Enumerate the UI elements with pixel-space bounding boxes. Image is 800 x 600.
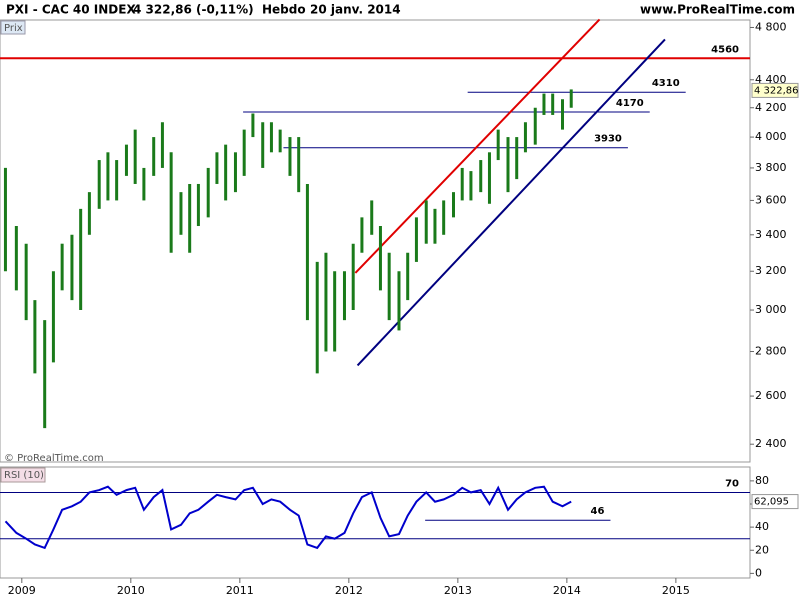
last-value-label: 62,095 — [754, 497, 789, 508]
rsi-panel — [0, 466, 751, 579]
x-tick-label: 2010 — [117, 584, 145, 597]
rsi-label: RSI (10) — [4, 470, 44, 481]
price-label-box — [0, 20, 26, 35]
x-tick-label: 2012 — [335, 584, 363, 597]
x-tick-label: 2009 — [8, 584, 36, 597]
level-label: 3930 — [594, 134, 622, 145]
site: www.ProRealTime.com — [640, 3, 795, 17]
trendline — [354, 18, 601, 274]
y-tick-label: 3 000 — [755, 303, 787, 316]
y-tick-label: 3 800 — [755, 161, 787, 174]
price-label: Prix — [4, 23, 23, 34]
x-tick-label: 2014 — [553, 584, 581, 597]
level-label: 4560 — [711, 44, 739, 55]
last-value-tag — [751, 82, 799, 98]
y-tick-label: 4 800 — [755, 20, 787, 33]
level-label: 46 — [591, 506, 605, 517]
rsi-line — [4, 485, 572, 550]
last-value-tag — [751, 494, 799, 510]
x-tick-label: 2015 — [662, 584, 690, 597]
level-label: 4170 — [616, 98, 644, 109]
level-label: 4310 — [652, 78, 680, 89]
x-tick-label: 2011 — [226, 584, 254, 597]
y-tick-label: 3 200 — [755, 264, 787, 277]
y-tick-label: 2 600 — [755, 389, 787, 402]
trendline — [356, 38, 666, 367]
y-tick-label: 4 200 — [755, 101, 787, 114]
price-panel — [0, 19, 751, 463]
date: 20 janv. 2014 — [310, 3, 401, 17]
y-tick-label: 4 400 — [755, 73, 787, 86]
y-tick-label: 3 600 — [755, 193, 787, 206]
last-quote: 4 322,86 (-0,11%) — [133, 3, 254, 17]
rsi-label-box — [0, 467, 46, 483]
level-label: 70 — [725, 478, 739, 489]
y-tick-label: 80 — [755, 474, 769, 487]
y-tick-label: 3 400 — [755, 228, 787, 241]
y-tick-label: 20 — [755, 543, 769, 556]
period: Hebdo — [262, 3, 306, 17]
credit: © ProRealTime.com — [4, 453, 104, 464]
x-tick-label: 2013 — [444, 584, 472, 597]
y-tick-label: 0 — [755, 566, 762, 579]
instrument-title: PXI - CAC 40 INDEX — [6, 3, 136, 17]
y-tick-label: 2 400 — [755, 437, 787, 450]
y-tick-label: 2 800 — [755, 345, 787, 358]
last-value-label: 4 322,86 — [754, 85, 799, 96]
y-tick-label: 4 000 — [755, 130, 787, 143]
y-tick-label: 40 — [755, 520, 769, 533]
